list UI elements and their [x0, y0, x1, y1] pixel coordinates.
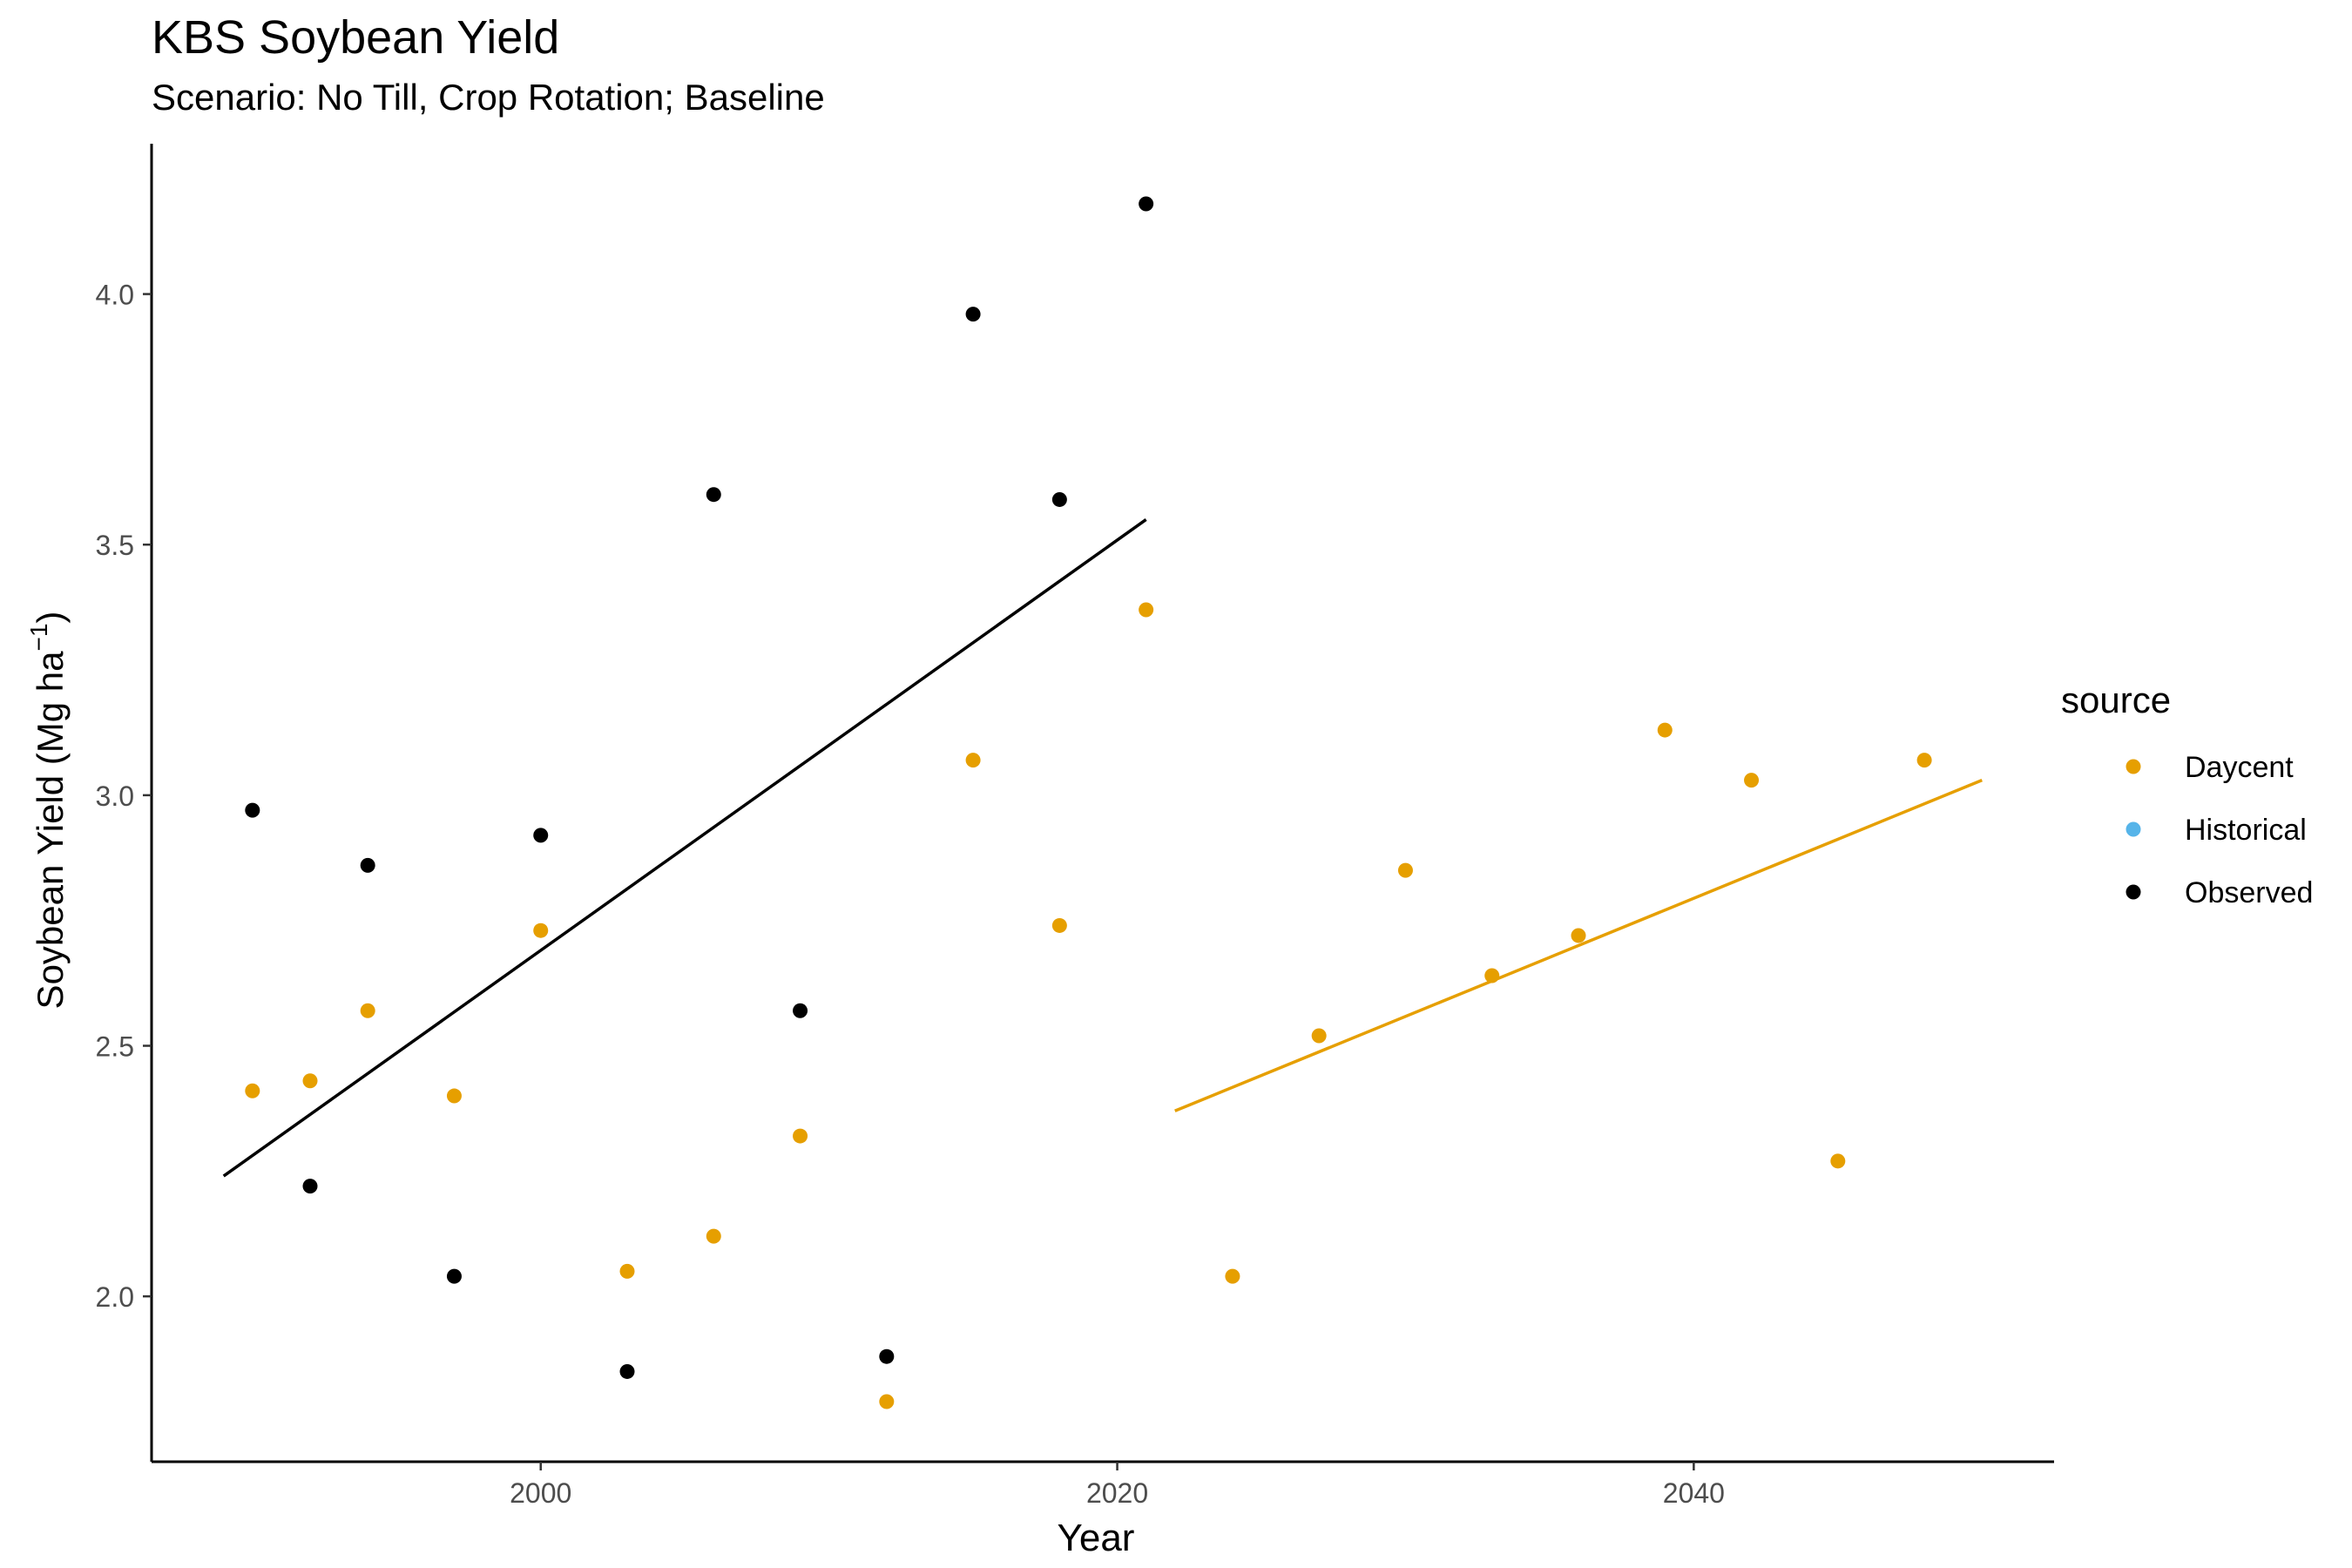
- legend-label-observed: Observed: [2185, 876, 2313, 909]
- chart-title: KBS Soybean Yield: [152, 11, 560, 64]
- trend-line-observed: [222, 518, 1147, 1178]
- legend: source Daycent Historical Observed: [2061, 679, 2313, 909]
- point-daycent: [1571, 928, 1586, 943]
- x-tick-label: 2020: [1086, 1477, 1148, 1509]
- point-daycent: [1397, 862, 1413, 878]
- y-tick-label: 4.0: [96, 280, 134, 311]
- trend-lines: [222, 518, 1983, 1178]
- point-daycent: [1744, 773, 1760, 788]
- y-tick-label: 2.0: [96, 1281, 134, 1313]
- point-daycent: [965, 753, 981, 768]
- y-tick-label: 2.5: [96, 1031, 134, 1063]
- point-observed: [1051, 491, 1067, 507]
- y-axis-label: Soybean Yield (Mg ha−1): [25, 612, 71, 1010]
- point-observed: [302, 1179, 318, 1194]
- point-daycent: [533, 923, 549, 938]
- point-daycent: [1657, 722, 1673, 738]
- legend-label-daycent: Daycent: [2185, 751, 2294, 784]
- y-axis-label-close: ): [30, 612, 71, 624]
- point-observed: [965, 307, 981, 322]
- point-daycent: [879, 1394, 895, 1409]
- point-daycent: [1225, 1268, 1240, 1284]
- point-daycent: [1484, 968, 1500, 983]
- legend-key-historical: [2126, 821, 2141, 837]
- point-daycent: [360, 1003, 375, 1018]
- y-tick-label: 3.5: [96, 530, 134, 561]
- point-daycent: [302, 1073, 318, 1089]
- y-axis-label-main: Soybean Yield (Mg ha: [30, 651, 71, 1010]
- point-daycent: [706, 1228, 721, 1244]
- trend-line-daycent: [1174, 778, 1983, 1112]
- point-daycent: [1051, 917, 1067, 933]
- point-daycent: [619, 1263, 635, 1279]
- legend-key-observed: [2126, 884, 2141, 900]
- legend-key-daycent: [2126, 759, 2141, 774]
- point-observed: [619, 1363, 635, 1379]
- point-daycent: [1830, 1153, 1846, 1169]
- point-daycent: [1139, 602, 1154, 618]
- x-axis-label: Year: [1058, 1517, 1135, 1559]
- point-observed: [706, 487, 721, 503]
- point-observed: [360, 857, 375, 873]
- point-daycent: [793, 1128, 808, 1144]
- point-observed: [793, 1003, 808, 1018]
- legend-label-historical: Historical: [2185, 814, 2307, 847]
- legend-title: source: [2061, 679, 2171, 720]
- point-observed: [533, 828, 549, 843]
- point-observed: [446, 1268, 462, 1284]
- point-daycent: [245, 1083, 260, 1098]
- data-points: [245, 196, 1932, 1409]
- point-daycent: [446, 1088, 462, 1104]
- axes: 2.0 2.5 3.0 3.5 4.0 2000 2020 2040: [96, 144, 2054, 1509]
- point-observed: [1139, 196, 1154, 212]
- point-daycent: [1311, 1028, 1327, 1044]
- point-observed: [879, 1348, 895, 1364]
- chart-subtitle: Scenario: No Till, Crop Rotation; Baseli…: [152, 77, 825, 118]
- x-tick-label: 2000: [510, 1477, 571, 1509]
- point-observed: [245, 802, 260, 818]
- point-daycent: [1916, 753, 1932, 768]
- y-tick-label: 3.0: [96, 781, 134, 812]
- x-tick-label: 2040: [1663, 1477, 1725, 1509]
- y-axis-label-sup: −1: [25, 624, 52, 652]
